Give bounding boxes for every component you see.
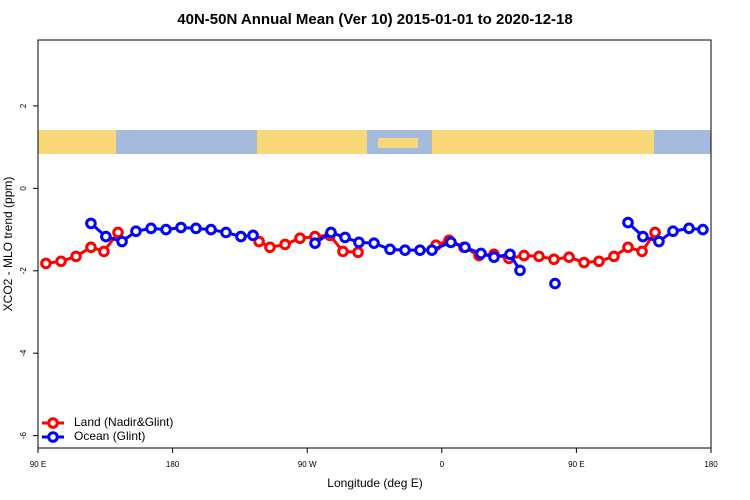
data-point [593,255,605,268]
data-point [337,245,349,258]
chart-title: 40N-50N Annual Mean (Ver 10) 2015-01-01 … [177,11,572,28]
data-point [514,264,526,277]
plot-frame [37,39,712,449]
data-point [279,238,291,251]
data-point [548,253,560,266]
data-point [384,243,396,256]
data-point [145,222,157,235]
data-point [653,235,665,248]
data-point [504,248,516,261]
y-tick-label: -2 [19,267,28,275]
legend-label: Land (Nadir&Glint) [74,415,173,429]
data-point [637,230,649,243]
data-point [622,241,634,254]
data-point [533,250,545,263]
data-point [683,222,695,235]
data-point [697,223,709,236]
data-point [100,230,112,243]
y-tick-label: 2 [19,103,28,108]
x-tick-label: 90 E [568,460,584,469]
data-point [205,223,217,236]
data-point [85,217,97,230]
data-point [220,226,232,239]
data-point [85,241,97,254]
data-point [160,223,172,236]
data-point [247,229,259,242]
data-point [116,235,128,248]
data-point [475,247,487,260]
data-point [649,226,661,239]
x-tick-label: 180 [166,460,180,469]
x-tick-label: 0 [440,460,445,469]
legend-label: Ocean (Glint) [74,429,145,443]
y-tick-label: 0 [19,186,28,191]
data-point [459,241,471,254]
x-axis-label: Longitude (deg E) [327,476,422,490]
data-point [339,231,351,244]
legend-marker [47,431,59,443]
data-point [608,250,620,263]
data-point [294,232,306,245]
data-point [190,222,202,235]
data-point [445,236,457,249]
x-tick-label: 90 E [30,460,46,469]
map-strip [38,130,711,154]
data-point [622,216,634,229]
data-point [130,225,142,238]
data-point [40,257,52,270]
x-tick-label: 90 W [298,460,317,469]
data-point [578,256,590,269]
data-point [518,249,530,262]
data-point [563,251,575,263]
data-point [549,277,561,290]
data-point [414,244,426,256]
data-point [399,244,411,256]
data-point [667,225,679,238]
data-point [112,226,124,239]
legend-marker [47,417,59,429]
data-point [353,236,365,249]
data-point [70,250,82,263]
data-point [98,245,110,258]
data-point [325,226,337,239]
y-tick-label: -4 [19,349,28,357]
data-point [55,255,67,268]
y-axis-label: XCO2 - MLO trend (ppm) [1,177,15,312]
data-point [235,230,247,243]
data-point [426,244,438,256]
data-point [175,221,187,234]
data-point [368,237,380,249]
x-tick-label: 180 [704,460,718,469]
data-point [488,251,500,263]
data-point [352,246,364,259]
data-point [264,241,276,254]
data-point [309,237,321,249]
data-point [636,245,648,258]
y-tick-label: -6 [19,432,28,440]
